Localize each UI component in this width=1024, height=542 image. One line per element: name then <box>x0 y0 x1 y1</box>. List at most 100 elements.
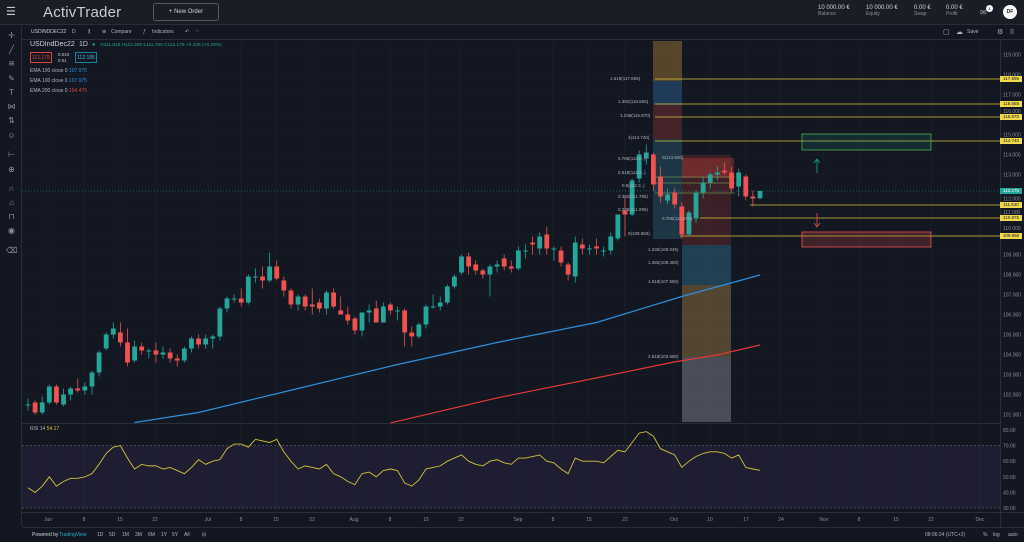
symbol-search[interactable]: USDINDDEC22 <box>31 29 67 35</box>
candle <box>181 346 187 363</box>
ema-label: EMA 100 close 0 <box>30 78 68 84</box>
candle-body <box>267 266 273 281</box>
candle-body <box>650 154 656 185</box>
date-range-icon[interactable]: ⊟ <box>202 532 207 538</box>
candle <box>551 246 557 261</box>
range-5d[interactable]: 5D <box>109 532 116 538</box>
candle-body <box>338 310 344 315</box>
indicators-icon[interactable]: ƒ <box>143 29 146 35</box>
indicators-button[interactable]: Indicators <box>152 29 174 35</box>
interval-select[interactable]: D <box>72 29 76 35</box>
tradingview-link[interactable]: TradingView <box>59 532 87 538</box>
range-1d[interactable]: 1D <box>97 532 104 538</box>
fib-zone <box>682 357 731 422</box>
mail-icon[interactable]: ✉ <box>980 8 987 17</box>
candle <box>402 308 408 347</box>
candle <box>196 334 201 349</box>
camera-icon[interactable]: ⌷ <box>1010 29 1015 36</box>
zoom-in-icon[interactable]: ⊕ <box>8 165 15 174</box>
candle-style-icon[interactable]: ⫼ <box>88 29 91 35</box>
range-6m[interactable]: 6M <box>148 532 155 538</box>
candle <box>153 342 159 363</box>
fib-label: 0.382(111.785) <box>618 194 648 199</box>
candle-body <box>395 310 400 312</box>
compare-button[interactable]: Compare <box>111 29 132 35</box>
rsi-legend[interactable]: RSI 14 54.17 <box>30 426 59 432</box>
save-button[interactable]: Save <box>967 29 979 35</box>
candle <box>629 178 635 217</box>
auto-toggle[interactable]: auto <box>1008 532 1018 538</box>
candle <box>601 246 607 257</box>
range-5y[interactable]: 5Y <box>172 532 179 538</box>
candle <box>352 316 358 335</box>
magnet-icon[interactable]: ∩ <box>8 184 15 193</box>
pattern-icon[interactable]: ⋈ <box>7 102 16 111</box>
time-tick-label: Aug <box>350 517 359 523</box>
compare-icon[interactable]: ⊕ <box>102 29 107 35</box>
sell-button[interactable]: 112.175 <box>30 52 52 63</box>
fib-label: 1.236(115.870) <box>620 113 651 118</box>
brush-icon[interactable]: ✎ <box>8 74 15 83</box>
candle <box>281 276 287 297</box>
avatar[interactable]: DF <box>1003 5 1017 19</box>
candle-body <box>189 338 194 349</box>
rsi-tick-label: 40.00 <box>1003 490 1016 496</box>
smile-icon[interactable]: ☺ <box>7 131 16 140</box>
candle-body <box>622 210 628 215</box>
candle-body <box>416 324 422 337</box>
percent-toggle[interactable]: % <box>983 532 988 538</box>
eye-icon[interactable]: ◉ <box>8 226 15 235</box>
undo-icon[interactable]: ↶ <box>185 29 190 35</box>
time-tick-label: Nov <box>820 517 829 523</box>
range-3m[interactable]: 3M <box>135 532 142 538</box>
candle <box>46 384 52 405</box>
candle-body <box>388 304 393 311</box>
candle <box>615 214 621 241</box>
time-tick-label: 22 <box>309 517 315 523</box>
candle <box>274 260 280 281</box>
trash-icon[interactable]: ⌫ <box>6 246 18 255</box>
candle <box>189 336 194 353</box>
settings-gear-icon[interactable]: ⚙ <box>997 29 1004 36</box>
lock-icon[interactable]: ⊓ <box>8 212 15 221</box>
candle <box>743 174 749 201</box>
range-1y[interactable]: 1Y <box>161 532 168 538</box>
candle-body <box>430 306 436 308</box>
crosshair-icon[interactable]: ✛ <box>8 31 15 40</box>
hamburger-menu-icon[interactable]: ☰ <box>6 6 16 18</box>
text-icon[interactable]: T <box>9 88 14 97</box>
equity-value: 10 000.00 € <box>866 5 898 11</box>
range-all[interactable]: All <box>184 532 190 538</box>
price-label: 109.960 <box>1000 233 1022 239</box>
buy-button[interactable]: 112.185 <box>75 52 97 63</box>
equity-label: Equity <box>866 11 880 17</box>
candle <box>117 322 123 347</box>
candle-body <box>331 292 336 307</box>
fib-retracement-icon[interactable]: ≋ <box>8 59 15 68</box>
trend-line-icon[interactable]: ╱ <box>9 45 14 54</box>
candle <box>338 296 344 315</box>
lock-drawings-icon[interactable]: ⌂ <box>9 198 14 207</box>
price-tick-label: 105.000 <box>1003 333 1021 339</box>
new-order-button[interactable]: + New Order <box>153 3 219 21</box>
candle-body <box>260 276 265 281</box>
rsi-tick-label: 30.00 <box>1003 506 1016 512</box>
swap-label: Swap <box>914 11 927 17</box>
ema-legend-3[interactable]: EMA 200 close 0 104.475 <box>30 88 87 94</box>
fullscreen-icon[interactable]: ▢ <box>943 29 950 36</box>
prediction-icon[interactable]: ⇅ <box>8 116 15 125</box>
profit[interactable]: 0.00 € Profit <box>946 5 963 17</box>
candle <box>494 260 500 273</box>
fib-zone <box>653 81 682 105</box>
redo-icon[interactable]: ↷ <box>195 29 200 35</box>
ema-legend-2[interactable]: EMA 100 close 0 107.975 <box>30 78 87 84</box>
time-axis-border <box>22 512 1024 513</box>
candle-body <box>672 192 678 205</box>
rsi-tick-label: 50.00 <box>1003 475 1016 481</box>
ruler-icon[interactable]: ⊢ <box>8 150 15 159</box>
fib-label: 0.5(112.3..) <box>622 183 645 188</box>
ema-legend-1[interactable]: EMA 100 close 0 107.975 <box>30 68 87 74</box>
log-toggle[interactable]: log <box>993 532 1000 538</box>
range-1m[interactable]: 1M <box>122 532 129 538</box>
